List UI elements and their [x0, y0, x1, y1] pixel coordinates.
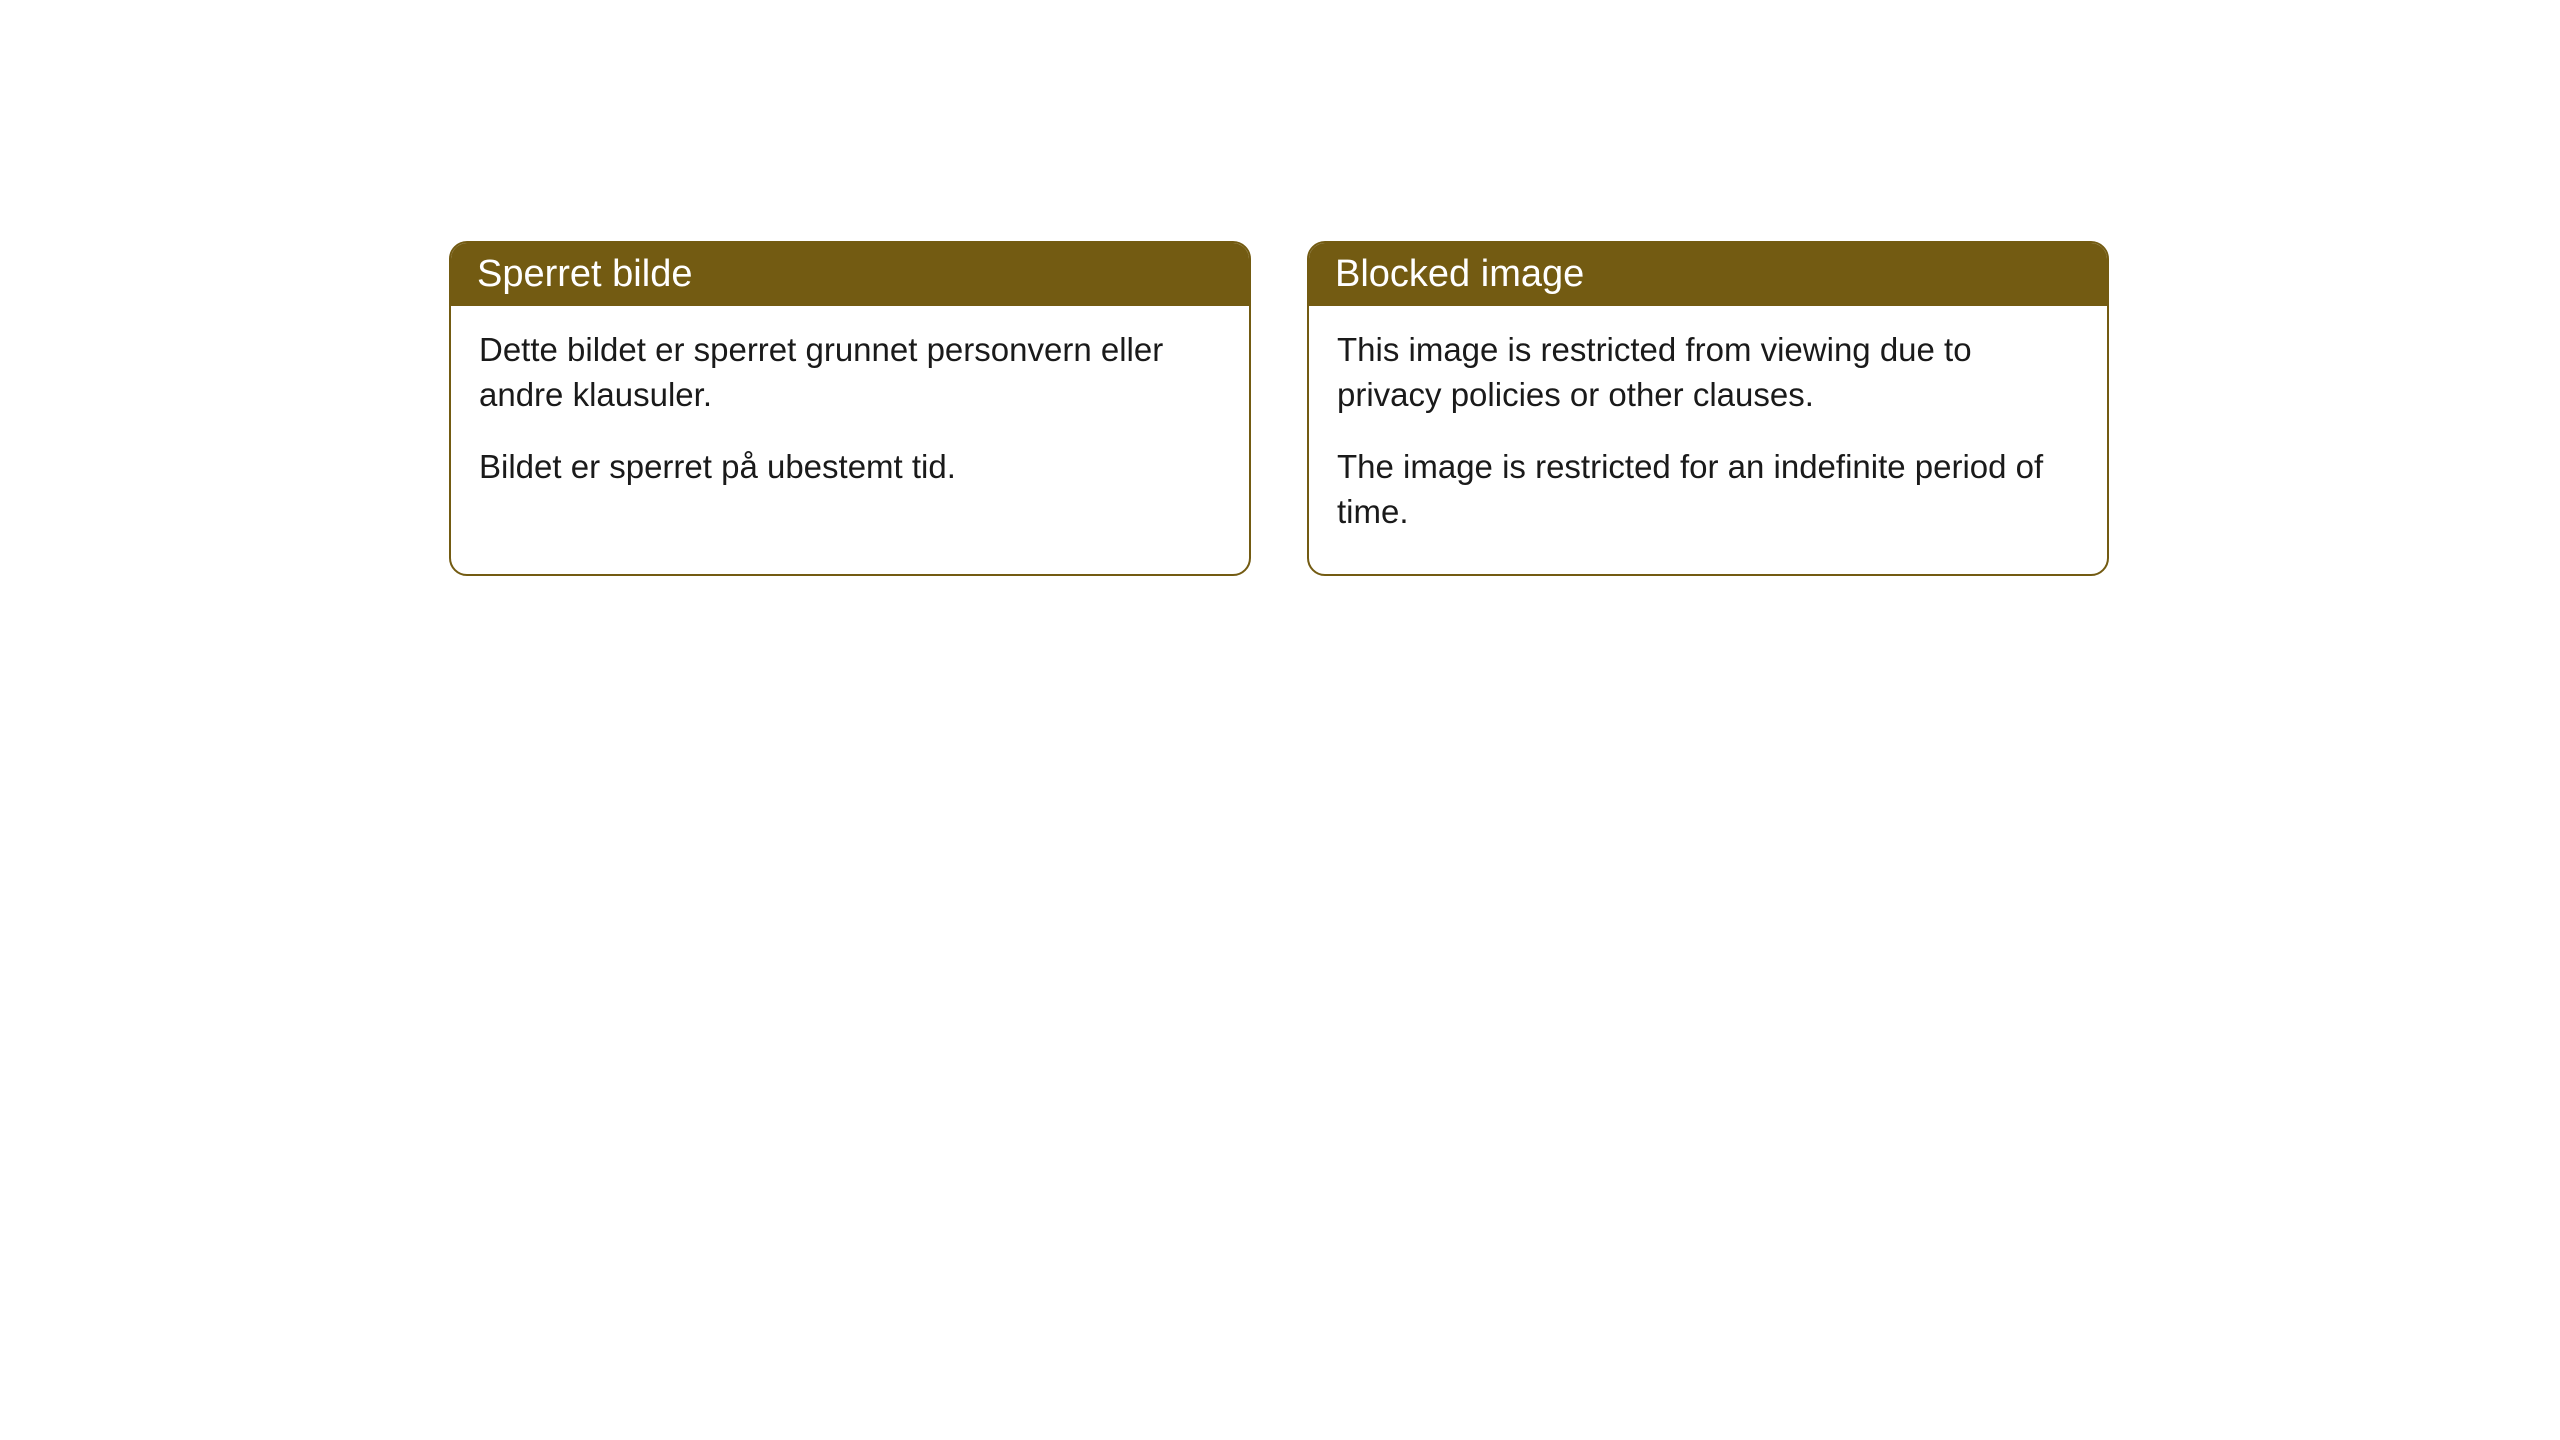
card-text-norwegian-1: Dette bildet er sperret grunnet personve… — [479, 328, 1221, 417]
card-text-english-1: This image is restricted from viewing du… — [1337, 328, 2079, 417]
card-text-english-2: The image is restricted for an indefinit… — [1337, 445, 2079, 534]
notice-card-norwegian: Sperret bilde Dette bildet er sperret gr… — [449, 241, 1251, 576]
card-header-english: Blocked image — [1309, 243, 2107, 306]
notice-cards-container: Sperret bilde Dette bildet er sperret gr… — [449, 241, 2109, 576]
card-title-norwegian: Sperret bilde — [477, 253, 692, 295]
card-header-norwegian: Sperret bilde — [451, 243, 1249, 306]
card-body-english: This image is restricted from viewing du… — [1309, 306, 2107, 574]
card-title-english: Blocked image — [1335, 253, 1584, 295]
notice-card-english: Blocked image This image is restricted f… — [1307, 241, 2109, 576]
card-body-norwegian: Dette bildet er sperret grunnet personve… — [451, 306, 1249, 530]
card-text-norwegian-2: Bildet er sperret på ubestemt tid. — [479, 445, 1221, 490]
